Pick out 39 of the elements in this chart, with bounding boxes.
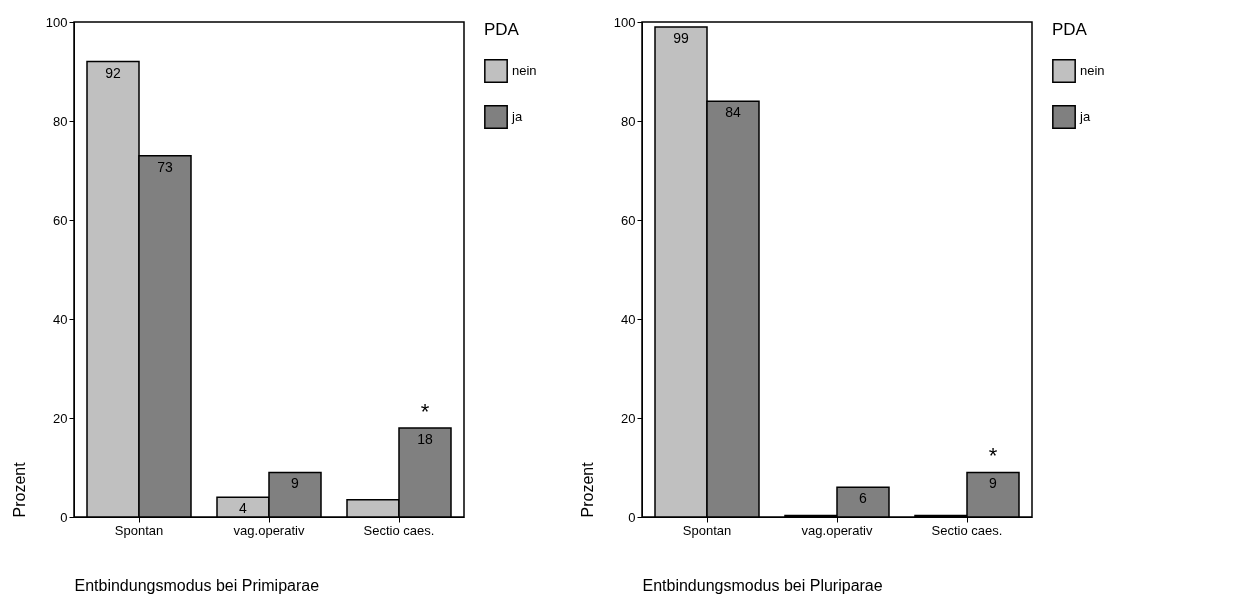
legend-title: PDA — [484, 20, 520, 39]
annotation: * — [988, 443, 998, 469]
legend-label: ja — [1079, 109, 1091, 124]
x-tick-label: vag.operativ — [233, 522, 305, 538]
data-label: 18 — [417, 430, 433, 447]
y-tick-label: 0 — [60, 509, 68, 525]
x-axis-title: Entbindungsmodus bei Pluriparae — [642, 576, 883, 594]
y-tick-label: 40 — [621, 311, 636, 327]
legend-title: PDA — [1052, 20, 1088, 39]
legend-label: ja — [511, 109, 523, 124]
y-axis-title: Prozent — [578, 461, 596, 518]
legend-label: nein — [512, 63, 537, 78]
y-tick-label: 80 — [53, 113, 68, 129]
y-tick-label: 60 — [53, 212, 68, 228]
data-label: 92 — [105, 64, 121, 81]
data-label: 4 — [239, 500, 248, 517]
y-tick-label: 0 — [628, 509, 636, 525]
data-label: 99 — [673, 29, 689, 46]
y-tick-label: 100 — [613, 14, 636, 30]
data-label: 6 — [859, 490, 868, 507]
data-label: 73 — [157, 158, 173, 175]
data-label: 84 — [725, 104, 741, 121]
y-axis-title: Prozent — [10, 461, 28, 518]
y-tick-label: 60 — [621, 212, 636, 228]
y-tick-label: 100 — [45, 14, 68, 30]
y-tick-label: 80 — [621, 113, 636, 129]
y-tick-label: 20 — [621, 410, 636, 426]
x-tick-label: Sectio caes. — [931, 522, 1003, 538]
data-label: 9 — [989, 475, 998, 492]
x-tick-label: Spontan — [114, 522, 164, 538]
x-tick-label: vag.operativ — [801, 522, 873, 538]
x-axis-title: Entbindungsmodus bei Primiparae — [74, 576, 320, 594]
data-label: 9 — [291, 475, 300, 492]
y-tick-label: 20 — [53, 410, 68, 426]
x-tick-label: Spontan — [682, 522, 732, 538]
x-tick-label: Sectio caes. — [363, 522, 435, 538]
y-tick-label: 40 — [53, 311, 68, 327]
annotation: * — [420, 398, 430, 424]
legend-label: nein — [1080, 63, 1105, 78]
